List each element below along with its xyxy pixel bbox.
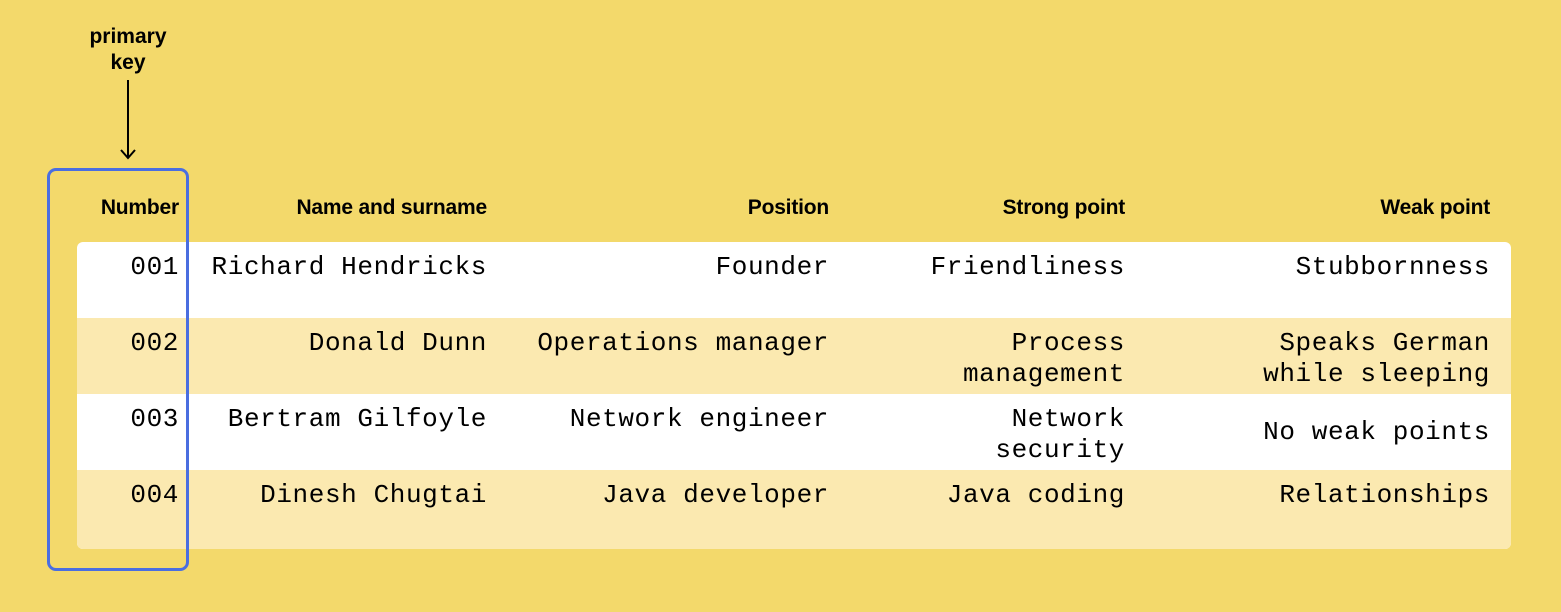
table-row: 002 Donald Dunn Operations manager Proce… [77, 318, 1511, 394]
data-table: 001 Richard Hendricks Founder Friendline… [77, 242, 1511, 549]
cell-name: Donald Dunn [308, 328, 487, 358]
cell-position: Operations manager [537, 328, 829, 358]
table-row: 001 Richard Hendricks Founder Friendline… [77, 242, 1511, 318]
down-arrow-icon [120, 80, 136, 160]
cell-position: Network engineer [569, 404, 829, 434]
cell-weak-point: Stubbornness [1295, 252, 1490, 282]
cell-name: Dinesh Chugtai [260, 480, 487, 510]
table-row: 004 Dinesh Chugtai Java developer Java c… [77, 470, 1511, 549]
primary-key-annotation: primary key [77, 24, 179, 76]
annotation-line-1: primary [89, 25, 167, 48]
cell-name: Richard Hendricks [211, 252, 487, 282]
cell-position: Founder [715, 252, 829, 282]
cell-strong-point: Java coding [946, 480, 1125, 510]
table-row: 003 Bertram Gilfoyle Network engineer Ne… [77, 394, 1511, 470]
cell-name: Bertram Gilfoyle [227, 404, 487, 434]
header-position: Position [747, 196, 829, 219]
annotation-line-2: key [110, 51, 146, 74]
header-weak-point: Weak point [1380, 196, 1490, 219]
cell-position: Java developer [602, 480, 829, 510]
primary-key-highlight [47, 168, 189, 571]
header-strong-point: Strong point [1002, 196, 1126, 219]
cell-strong-point: Process management [962, 328, 1125, 389]
cell-number: 004 [130, 480, 179, 510]
cell-strong-point: Network security [995, 404, 1125, 465]
header-name: Name and surname [296, 196, 487, 219]
cell-number: 001 [130, 252, 179, 282]
cell-number: 002 [130, 328, 179, 358]
cell-weak-point: Speaks German while sleeping [1263, 328, 1490, 389]
header-number: Number [100, 196, 179, 219]
cell-weak-point: No weak points [1263, 416, 1490, 447]
cell-number: 003 [130, 404, 179, 434]
cell-strong-point: Friendliness [930, 252, 1125, 282]
cell-weak-point: Relationships [1279, 480, 1490, 510]
